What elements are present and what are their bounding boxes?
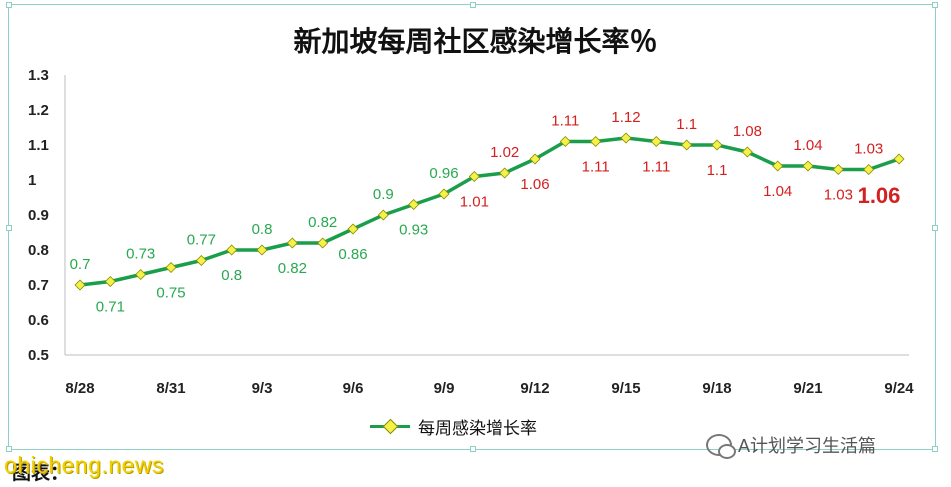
data-label: 0.8	[252, 221, 273, 238]
data-label: 0.7	[70, 256, 91, 273]
data-point	[438, 188, 450, 200]
x-tick-label: 9/15	[611, 380, 640, 397]
x-tick-label: 8/28	[65, 380, 94, 397]
data-point	[408, 198, 420, 211]
data-label: 0.86	[338, 246, 367, 263]
x-tick-label: 8/31	[156, 380, 185, 397]
data-point	[620, 132, 632, 144]
data-label: 1.11	[642, 159, 670, 176]
data-label: 1.11	[551, 113, 579, 130]
data-point	[317, 237, 329, 249]
data-label: 0.82	[308, 214, 337, 231]
data-point	[499, 167, 511, 179]
y-tick-label: 0.6	[28, 312, 49, 329]
data-label: 0.93	[399, 222, 428, 239]
data-point	[256, 244, 268, 256]
y-tick-label: 1.2	[28, 102, 49, 119]
wechat-account-name: A计划学习生活篇	[738, 436, 877, 456]
data-point	[741, 146, 753, 158]
y-tick-label: 1.3	[28, 67, 49, 84]
resize-handle-top-right[interactable]	[932, 2, 938, 8]
figure-caption: 图表：	[12, 463, 70, 484]
data-label: 1.02	[490, 144, 519, 161]
legend-swatch-icon	[370, 418, 410, 435]
data-label: 0.9	[373, 186, 394, 203]
x-tick-label: 9/3	[252, 380, 273, 397]
data-label: 0.77	[187, 232, 216, 249]
x-tick-label: 9/12	[520, 380, 549, 397]
data-point	[559, 135, 571, 148]
data-point	[681, 139, 693, 151]
data-label: 1.1	[676, 116, 697, 133]
resize-handle-bottom-right[interactable]	[932, 446, 938, 452]
data-point	[377, 209, 389, 221]
y-tick-label: 1	[28, 172, 36, 189]
resize-handle-bottom[interactable]	[470, 446, 476, 452]
data-label: 1.04	[793, 137, 822, 154]
y-tick-label: 0.7	[28, 277, 49, 294]
resize-handle-top-left[interactable]	[6, 2, 12, 8]
data-point	[165, 261, 177, 274]
data-point	[226, 244, 238, 256]
x-tick-label: 9/21	[793, 380, 822, 397]
resize-handle-right[interactable]	[932, 225, 938, 231]
data-label: 0.82	[278, 260, 307, 277]
x-tick-label: 9/18	[702, 380, 731, 397]
data-label: 1.04	[763, 183, 792, 200]
x-tick-label: 9/6	[343, 380, 364, 397]
data-point	[286, 237, 298, 249]
resize-handle-left[interactable]	[6, 225, 12, 231]
chart-frame	[6, 2, 938, 452]
y-tick-label: 0.5	[28, 347, 49, 364]
data-label: 1.03	[824, 187, 853, 204]
data-point	[347, 223, 359, 235]
x-tick-label: 9/24	[884, 380, 914, 397]
x-tick-label: 9/9	[434, 380, 455, 397]
resize-handle-bottom-left[interactable]	[6, 446, 12, 452]
data-point	[650, 135, 662, 148]
chart-title: 新加坡每周社区感染增长率％	[293, 26, 658, 57]
data-point	[863, 163, 875, 176]
resize-handle-top[interactable]	[470, 2, 476, 8]
data-label: 0.96	[429, 165, 458, 182]
wechat-account: A计划学习生活篇	[706, 432, 877, 459]
data-label: 0.75	[156, 285, 185, 302]
data-point	[832, 163, 844, 176]
y-tick-label: 0.9	[28, 207, 49, 224]
data-label: 1.01	[460, 194, 489, 211]
data-point	[74, 279, 86, 291]
data-point	[529, 153, 541, 165]
wechat-icon	[706, 434, 736, 459]
data-label: 0.8	[221, 267, 242, 284]
data-point	[135, 268, 147, 281]
data-point	[590, 135, 602, 148]
data-label: 1.03	[854, 141, 883, 158]
data-point	[802, 160, 814, 172]
legend-label: 每周感染增长率	[418, 418, 537, 439]
watermark: ohicheng.news	[4, 452, 164, 478]
chart-legend: 每周感染增长率	[370, 414, 537, 439]
data-label: 1.08	[733, 123, 762, 140]
data-label: 1.06	[858, 183, 901, 208]
data-label: 1.06	[520, 176, 549, 193]
data-label: 0.71	[96, 299, 125, 316]
data-label: 0.73	[126, 246, 155, 263]
data-point	[711, 139, 723, 151]
y-tick-label: 0.8	[28, 242, 49, 259]
data-point	[104, 275, 116, 288]
data-point	[893, 153, 905, 165]
data-point	[772, 160, 784, 172]
y-tick-label: 1.1	[28, 137, 49, 154]
data-label: 1.12	[611, 109, 640, 126]
data-label: 1.11	[582, 159, 610, 176]
data-point	[195, 254, 207, 267]
data-label: 1.1	[707, 162, 728, 179]
series-line	[79, 136, 900, 287]
data-point	[468, 170, 480, 183]
